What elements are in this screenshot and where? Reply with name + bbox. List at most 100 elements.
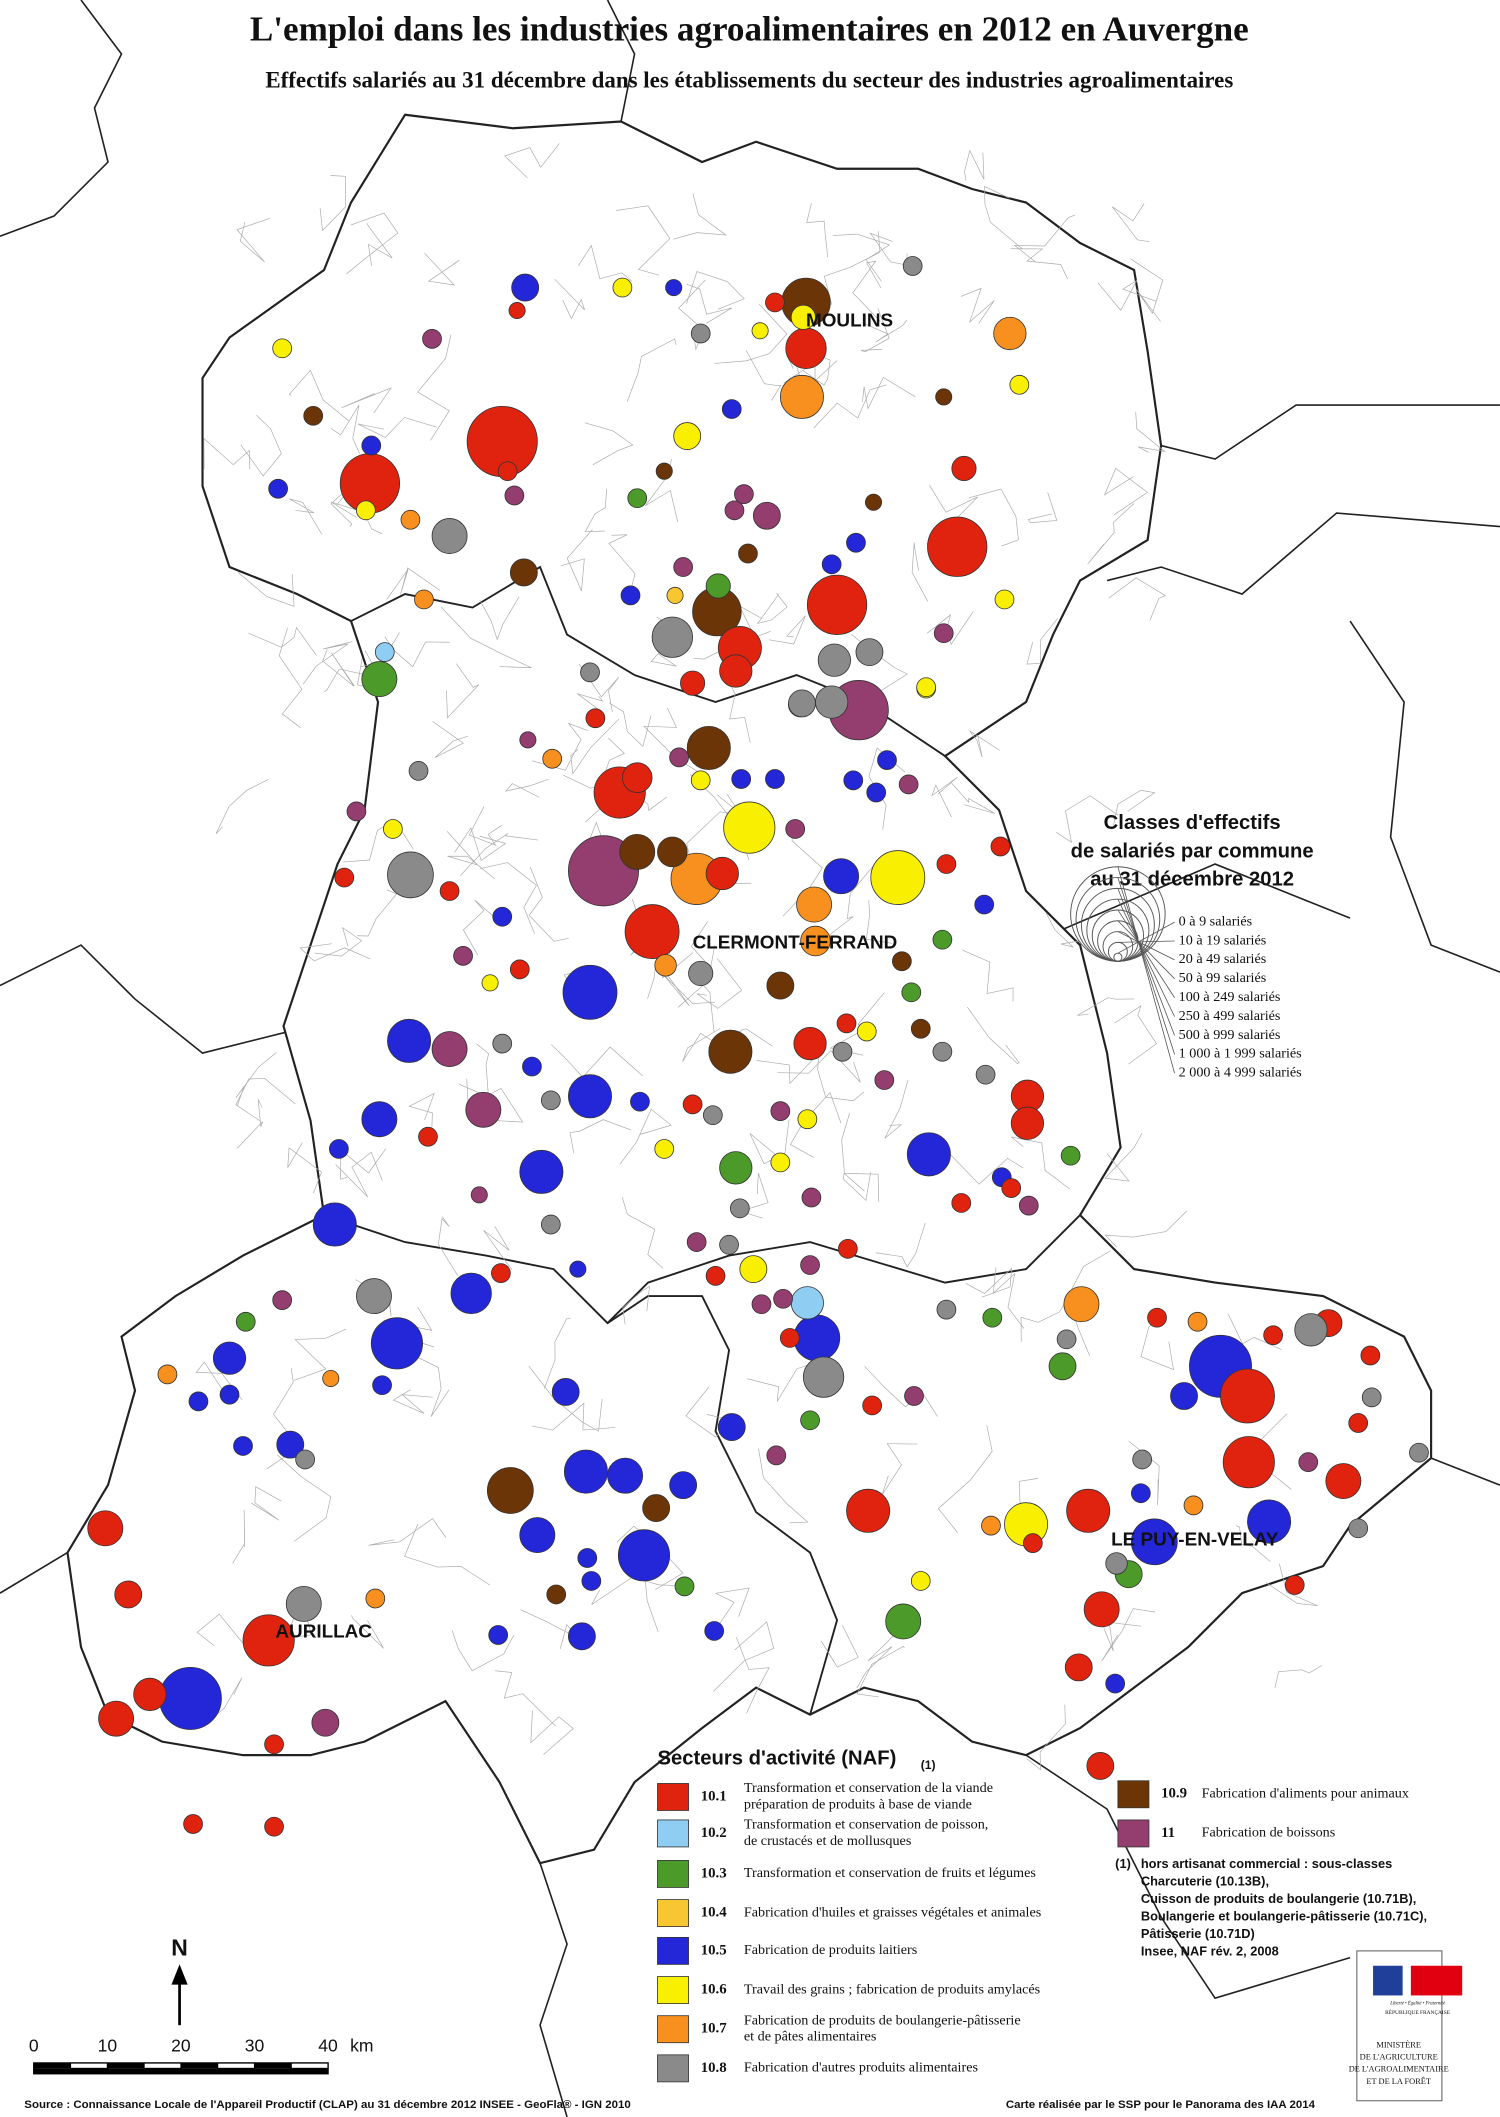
sector-circle bbox=[752, 501, 781, 530]
sector-circle bbox=[361, 1101, 398, 1138]
scale-segment bbox=[180, 2062, 218, 2069]
sector-swatch bbox=[657, 1783, 689, 1811]
sector-circle bbox=[607, 1457, 644, 1494]
sector-circle bbox=[133, 1677, 167, 1711]
commune-boundary bbox=[528, 1365, 603, 1432]
sector-circle bbox=[705, 856, 739, 891]
sector-circle bbox=[272, 338, 293, 359]
sector-label: Fabrication de boissons bbox=[1202, 1825, 1336, 1841]
sector-circle bbox=[1086, 1752, 1115, 1780]
sector-circle bbox=[322, 1369, 340, 1387]
sector-swatch bbox=[1117, 1819, 1150, 1848]
sector-circle bbox=[365, 1588, 386, 1609]
sector-circle bbox=[519, 1149, 564, 1194]
commune-boundary bbox=[726, 677, 751, 743]
commune-boundary bbox=[530, 1710, 574, 1755]
size-legend-label: 1 000 à 1 999 salariés bbox=[1179, 1046, 1302, 1062]
footnote-line: Pâtisserie (10.71D) bbox=[1141, 1926, 1255, 1941]
city-labels: MOULINS CLERMONT-FERRAND AURILLAC LE PUY… bbox=[275, 310, 1278, 1642]
commune-boundary bbox=[237, 572, 295, 607]
commune-boundary bbox=[577, 244, 633, 282]
size-legend-leader bbox=[1117, 940, 1175, 943]
commune-boundary bbox=[1101, 1608, 1156, 1662]
sector-circle bbox=[87, 1510, 124, 1547]
sector-circle bbox=[680, 670, 706, 696]
commune-boundary bbox=[881, 1443, 918, 1496]
commune-boundary bbox=[248, 626, 317, 656]
commune-boundary bbox=[673, 193, 727, 240]
boundary bbox=[1160, 404, 1500, 460]
sector-circle bbox=[329, 1139, 349, 1159]
sector-circle bbox=[1284, 1575, 1305, 1595]
commune-boundary bbox=[736, 1637, 770, 1714]
sector-circle bbox=[272, 1290, 293, 1311]
size-legend-leader bbox=[1117, 909, 1175, 998]
sector-circle bbox=[492, 906, 513, 927]
sector-code: 10.8 bbox=[701, 2060, 727, 2076]
commune-boundary bbox=[969, 730, 1000, 758]
sector-code: 11 bbox=[1161, 1825, 1175, 1841]
sector-circle bbox=[400, 509, 421, 530]
sector-swatch bbox=[657, 1899, 689, 1927]
sector-circle bbox=[1220, 1368, 1275, 1424]
boundary bbox=[1025, 1754, 1351, 2000]
sector-circle bbox=[431, 1031, 468, 1067]
boundary bbox=[1106, 512, 1500, 595]
sector-circle bbox=[673, 557, 694, 577]
commune-boundary bbox=[432, 721, 468, 758]
commune-boundary bbox=[462, 899, 505, 956]
sector-code: 10.9 bbox=[1161, 1786, 1187, 1802]
sector-circle bbox=[562, 964, 618, 1020]
sector-circle bbox=[504, 485, 525, 506]
sector-circle bbox=[621, 762, 653, 793]
sector-circle bbox=[790, 304, 816, 330]
sector-circle bbox=[779, 374, 824, 419]
commune-boundary bbox=[1130, 258, 1164, 322]
commune-boundary bbox=[677, 984, 715, 1033]
sector-swatch bbox=[657, 2054, 689, 2083]
commune-boundary bbox=[466, 1078, 524, 1123]
sector-circle bbox=[630, 1091, 650, 1112]
size-legend-leader bbox=[1117, 866, 1175, 1074]
sector-circle bbox=[188, 1391, 209, 1412]
sector-circle bbox=[418, 1126, 438, 1147]
commune-boundary bbox=[232, 1509, 245, 1564]
commune-boundary bbox=[1103, 467, 1149, 516]
sector-circle bbox=[682, 1094, 703, 1115]
commune-boundary bbox=[911, 542, 929, 602]
commune-boundary bbox=[1104, 1132, 1143, 1182]
commune-boundary bbox=[417, 334, 452, 441]
sector-circle bbox=[705, 1265, 726, 1286]
sector-circle bbox=[788, 689, 816, 718]
sector-circle bbox=[951, 1193, 972, 1213]
sector-circle bbox=[212, 1341, 247, 1375]
sector-label: Transformation et conservation de poisso… bbox=[744, 1817, 988, 1833]
commune-boundary bbox=[756, 593, 788, 625]
sector-swatch bbox=[657, 1976, 689, 2004]
size-legend-circle bbox=[1102, 931, 1134, 962]
commune-boundary bbox=[1020, 1299, 1068, 1342]
sector-circle bbox=[832, 1041, 853, 1062]
sector-circle bbox=[1010, 1106, 1045, 1140]
sector-circle bbox=[276, 1430, 305, 1459]
commune-boundary bbox=[554, 278, 585, 320]
sector-circle bbox=[509, 558, 538, 587]
commune-boundary bbox=[357, 889, 398, 937]
sector-circle bbox=[567, 1074, 613, 1119]
sector-circle bbox=[674, 1576, 695, 1597]
commune-boundary bbox=[856, 1645, 905, 1698]
sector-circle bbox=[580, 662, 600, 683]
sector-circle bbox=[624, 904, 680, 959]
sector-code: 10.2 bbox=[701, 1825, 727, 1841]
commune-boundary bbox=[278, 627, 303, 728]
sector-circle bbox=[806, 574, 868, 635]
commune-boundary bbox=[1013, 214, 1076, 262]
commune-boundary bbox=[843, 1171, 872, 1202]
sector-circle bbox=[422, 329, 442, 349]
sector-circle bbox=[617, 1529, 671, 1582]
sector-circle bbox=[765, 292, 785, 313]
sector-code: 10.6 bbox=[701, 1981, 727, 1997]
sector-circle bbox=[1064, 1653, 1093, 1682]
